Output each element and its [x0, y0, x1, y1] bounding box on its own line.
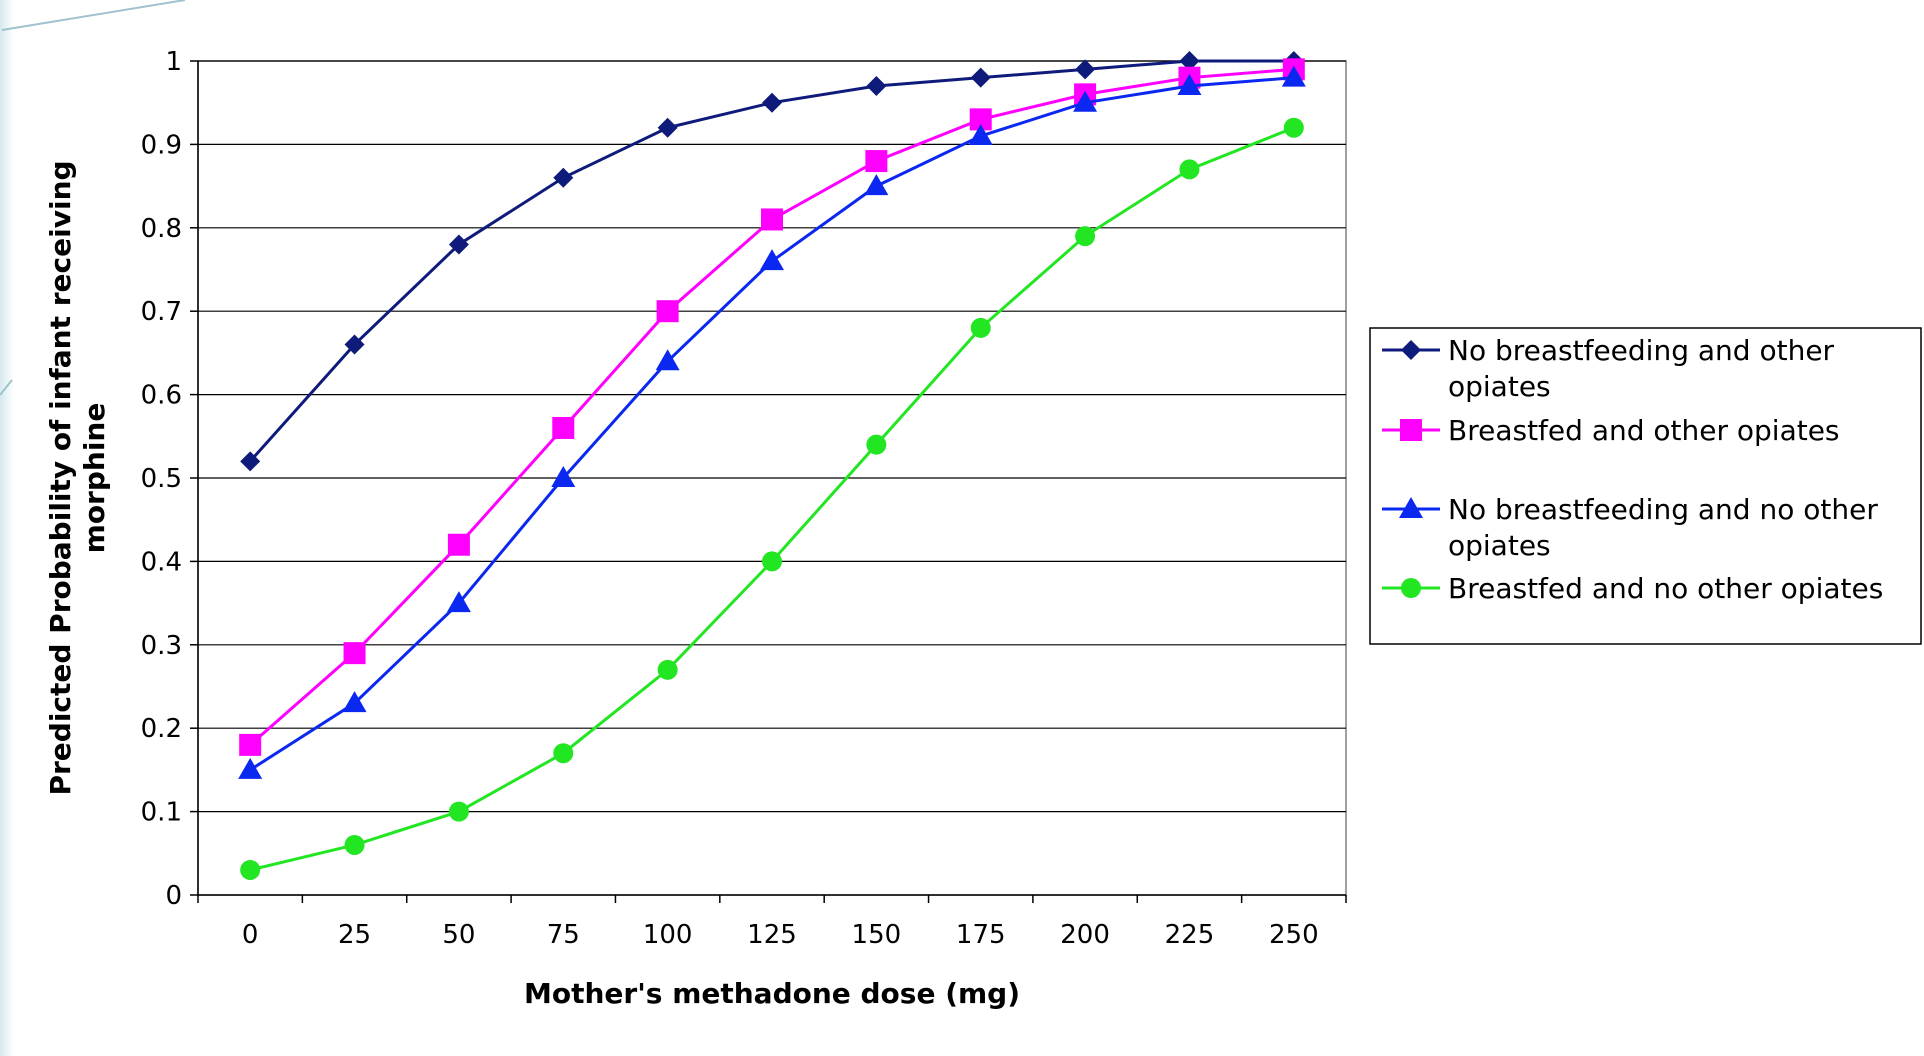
x-tick-label: 150	[852, 920, 902, 950]
data-point-diamond	[553, 167, 574, 188]
y-axis-title-line2: morphine	[78, 403, 111, 554]
legend-label: Breastfed and other opiates	[1448, 414, 1840, 447]
legend-marker-diamond	[1401, 340, 1421, 360]
data-point-diamond	[970, 67, 991, 88]
data-point-diamond	[240, 451, 261, 472]
y-tick-label: 0.8	[141, 214, 182, 244]
data-point-triangle	[864, 174, 889, 196]
data-point-diamond	[657, 117, 678, 138]
y-tick-label: 0.1	[141, 798, 182, 828]
data-point-square	[865, 150, 888, 173]
legend-item: Breastfed and other opiates	[1382, 414, 1840, 447]
x-tick-label: 100	[643, 920, 693, 950]
legend-marker-triangle	[1399, 497, 1423, 518]
legend-marker-square	[1400, 419, 1422, 441]
y-tick-label: 0.2	[141, 714, 182, 744]
y-tick-label: 0.9	[141, 130, 182, 160]
data-point-square	[656, 300, 679, 323]
data-point-circle	[866, 434, 887, 455]
data-point-square	[343, 642, 366, 665]
x-tick-label: 0	[242, 920, 259, 950]
data-point-triangle	[968, 124, 993, 146]
x-tick-label: 25	[338, 920, 371, 950]
series-4	[240, 117, 1304, 880]
data-point-diamond	[344, 334, 365, 355]
data-point-circle	[448, 801, 469, 822]
legend-label: No breastfeeding and other	[1448, 334, 1835, 367]
data-point-triangle	[1177, 74, 1202, 96]
y-tick-label: 1	[165, 47, 182, 77]
data-point-triangle	[1073, 90, 1098, 112]
y-tick-label: 0.4	[141, 547, 182, 577]
series-layer	[238, 51, 1306, 880]
data-point-diamond	[448, 234, 469, 255]
legend-label: No breastfeeding and no other	[1448, 493, 1878, 526]
data-point-diamond	[1075, 59, 1096, 80]
data-point-square	[239, 733, 262, 756]
data-point-circle	[657, 659, 678, 680]
data-point-circle	[1283, 117, 1304, 138]
data-point-circle	[553, 743, 574, 764]
data-point-square	[552, 416, 575, 439]
y-tick-label: 0.5	[141, 464, 182, 494]
x-tick-label: 225	[1165, 920, 1215, 950]
y-axis-title-line1: Predicted Probability of infant receivin…	[44, 160, 77, 795]
series-2	[239, 58, 1305, 756]
x-tick-label: 200	[1060, 920, 1110, 950]
legend-label: Breastfed and no other opiates	[1448, 572, 1883, 605]
data-point-triangle	[238, 757, 263, 779]
data-point-triangle	[551, 466, 576, 487]
data-point-triangle	[342, 691, 367, 713]
data-point-triangle	[760, 249, 784, 271]
data-point-diamond	[1179, 51, 1200, 71]
legend-label: opiates	[1448, 370, 1551, 403]
x-axis-ticks: 0 25 50 75 100 125 150 175 200 225 250	[197, 895, 1347, 950]
data-point-triangle	[655, 349, 680, 371]
legend-marker-circle	[1401, 578, 1421, 598]
x-tick-label: 175	[956, 920, 1006, 950]
x-tick-label: 125	[747, 920, 797, 950]
x-axis-title: Mother's methadone dose (mg)	[524, 977, 1020, 1010]
data-point-circle	[240, 859, 261, 880]
data-point-square	[447, 533, 470, 556]
y-tick-label: 0	[165, 881, 182, 911]
data-point-square	[969, 108, 992, 131]
data-point-diamond	[866, 76, 887, 97]
data-point-circle	[762, 551, 782, 572]
legend-label: opiates	[1448, 529, 1551, 562]
data-point-triangle	[1281, 65, 1306, 87]
legend-item: Breastfed and no other opiates	[1382, 572, 1883, 605]
y-tick-label: 0.7	[141, 297, 182, 327]
gridlines	[198, 60, 1346, 813]
x-tick-label: 250	[1269, 920, 1319, 950]
data-point-circle	[1075, 226, 1096, 247]
legend-box	[1369, 327, 1922, 645]
y-tick-label: 0.3	[141, 631, 182, 661]
y-axis-ticks: 0 0.1 0.2 0.3 0.4 0.5 0.6 0.7 0.8 0.9 1	[141, 47, 198, 911]
x-tick-label: 75	[547, 920, 580, 950]
data-point-triangle	[446, 591, 471, 613]
data-point-diamond	[762, 92, 782, 113]
data-point-circle	[970, 317, 991, 338]
y-tick-label: 0.6	[141, 381, 182, 411]
series-3	[238, 65, 1306, 779]
legend: No breastfeeding and otheropiatesBreastf…	[1369, 327, 1922, 645]
x-tick-label: 50	[442, 920, 475, 950]
data-point-circle	[344, 834, 365, 855]
data-point-circle	[1179, 159, 1200, 180]
data-point-square	[761, 208, 783, 231]
